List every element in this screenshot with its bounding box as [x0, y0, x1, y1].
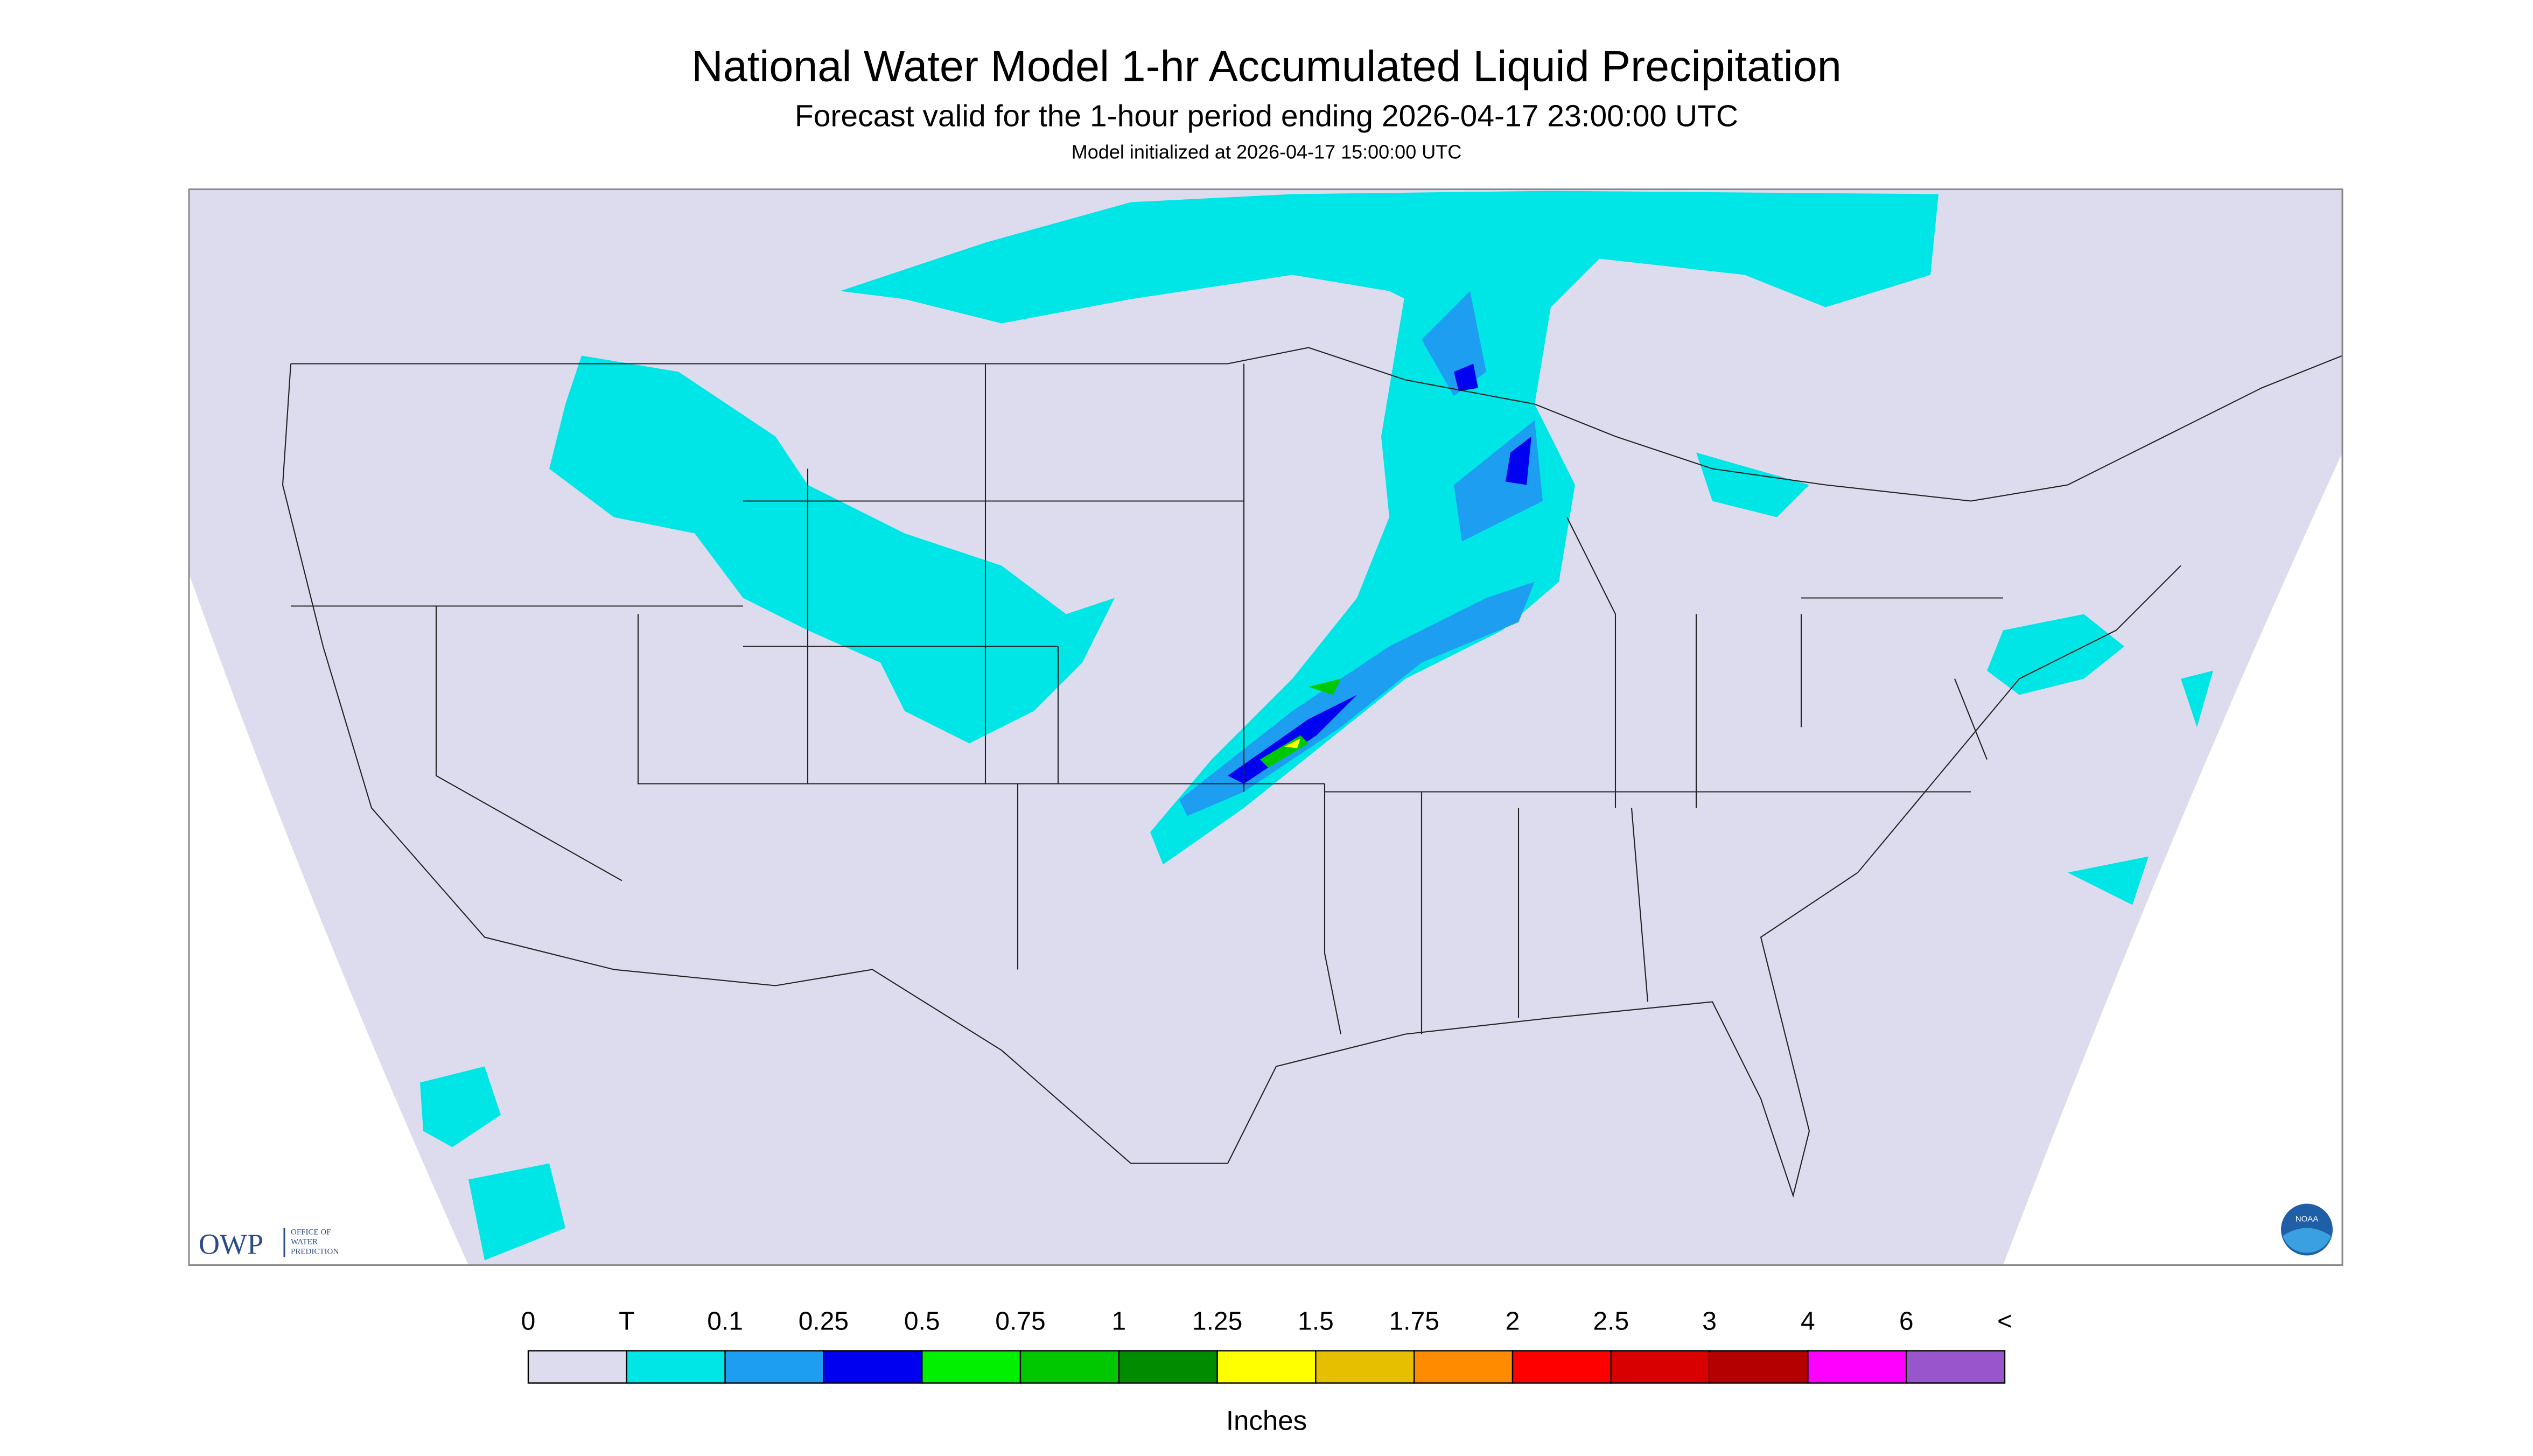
owp-logo-sub: OFFICE OF [291, 1228, 331, 1237]
init-time: Model initialized at 2026-04-17 15:00:00… [1072, 141, 1461, 163]
title: National Water Model 1-hr Accumulated Li… [691, 43, 1842, 91]
legend-swatch [724, 1350, 824, 1384]
legend-swatch [1315, 1350, 1415, 1384]
border-line [291, 347, 2343, 502]
legend-swatch [823, 1350, 923, 1384]
legend-swatch [626, 1350, 726, 1384]
legend-label: 1 [1111, 1307, 1126, 1336]
state-line [291, 363, 2003, 1034]
legend-label: < [1997, 1307, 2012, 1336]
noaa-text: NOAA [2296, 1215, 2319, 1224]
precip-area [1179, 291, 1543, 816]
subtitle: Forecast valid for the 1-hour period end… [795, 99, 1738, 134]
precip-area [1284, 738, 1300, 748]
legend-label: 4 [1801, 1307, 1815, 1336]
precip-area [1260, 678, 1341, 768]
legend-swatch [1118, 1350, 1218, 1384]
legend-label: 1.25 [1192, 1307, 1242, 1336]
noaa-logo: NOAA [2281, 1203, 2333, 1256]
map-frame [188, 188, 2343, 1266]
legend-swatch [1610, 1350, 1710, 1384]
border-line [282, 363, 2181, 1198]
legend-label: 1.75 [1389, 1307, 1439, 1336]
precip-heavy [1179, 291, 1543, 816]
precip-core [1228, 363, 1531, 784]
map: OWP OFFICE OF WATER PREDICTION NOAA [188, 188, 2343, 1266]
legend-label: 2.5 [1593, 1307, 1629, 1336]
owp-logo: OWP OFFICE OF WATER PREDICTION [199, 1228, 339, 1261]
legend-swatch [1807, 1350, 1907, 1384]
noaa-wave [2283, 1228, 2331, 1253]
legend-swatch [1512, 1350, 1612, 1384]
legend-label: 0.5 [904, 1307, 940, 1336]
legend-swatch [1216, 1350, 1317, 1384]
legend-label: 6 [1899, 1307, 1914, 1336]
legend-swatch [1019, 1350, 1120, 1384]
legend-swatch [1709, 1350, 1809, 1384]
precip-area [1150, 258, 1575, 865]
legend-label: T [619, 1307, 634, 1336]
legend-swatch [921, 1350, 1021, 1384]
legend-label: 0.25 [799, 1307, 849, 1336]
legend-label: 0.1 [707, 1307, 743, 1336]
owp-logo-text: OWP [199, 1228, 263, 1261]
legend-label: 1.5 [1298, 1307, 1334, 1336]
owp-logo-sub: PREDICTION [291, 1248, 339, 1256]
legend-unit: Inches [1226, 1405, 1307, 1436]
boundaries [282, 347, 2343, 1198]
legend-label: 0 [521, 1307, 536, 1336]
precip-area [840, 191, 1939, 324]
legend-swatch [527, 1350, 628, 1384]
legend-label: 0.75 [995, 1307, 1045, 1336]
legend-label: 2 [1506, 1307, 1520, 1336]
precip-area [1987, 614, 2124, 695]
legend: 0 T 0.1 0.25 0.5 0.75 1 1.25 1.5 1.75 2 2.5 3 4 6 < [521, 1307, 2012, 1384]
legend-label: 3 [1702, 1307, 1717, 1336]
legend-swatch [1414, 1350, 1514, 1384]
owp-logo-sub: WATER [291, 1238, 318, 1247]
legend-swatch [1905, 1350, 2006, 1384]
